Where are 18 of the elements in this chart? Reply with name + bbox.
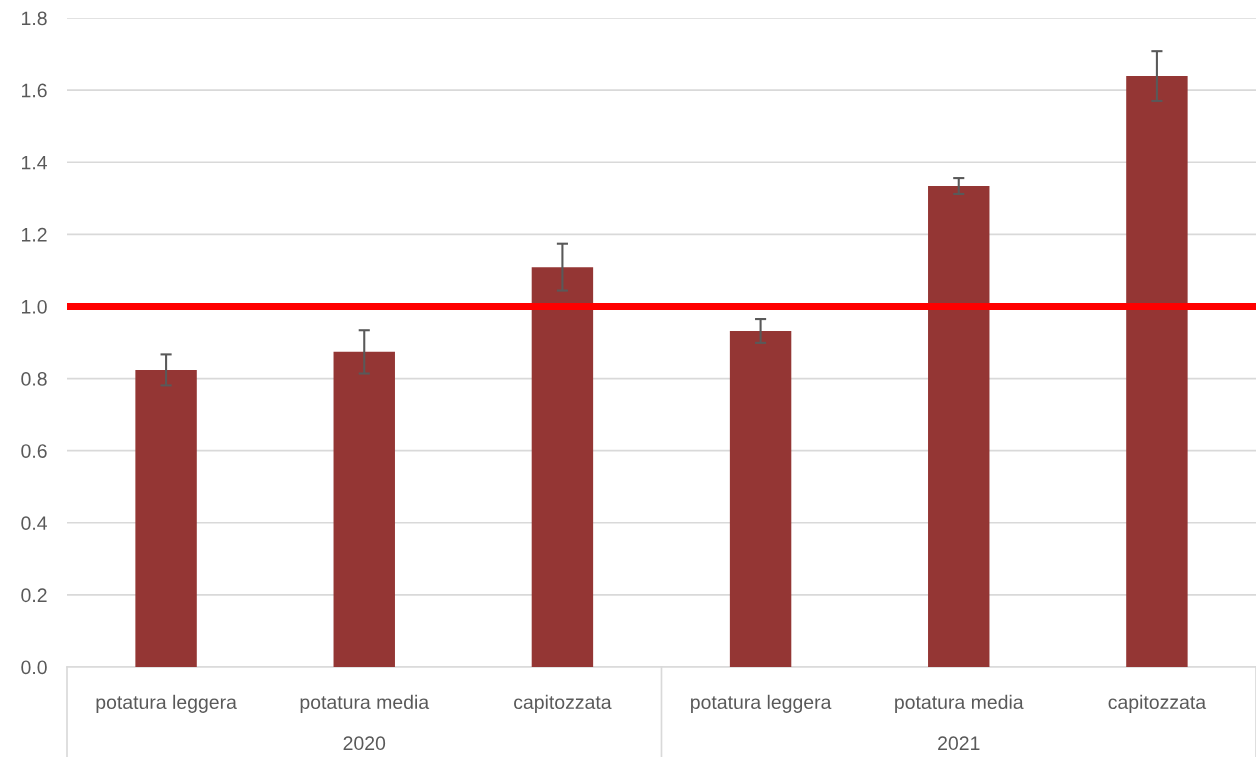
y-tick-label: 1.4	[22, 155, 47, 170]
y-tick-label: 1.8	[22, 11, 47, 26]
y-tick-label: 1.6	[22, 83, 47, 98]
text: 2020	[343, 736, 386, 751]
y-tick-label: 0.8	[21, 372, 47, 386]
x-tick-label: potatura leggera	[691, 694, 832, 713]
y-tick-label: 0.6	[21, 444, 47, 458]
x-tick-label: capitozzata	[514, 694, 612, 713]
x-tick-label: potatura leggera	[96, 694, 237, 713]
x-tick-label: potatura media	[300, 694, 430, 713]
x-tick-label: capitozzata	[1108, 694, 1207, 713]
y-tick-label: 0.4	[21, 516, 47, 531]
y-tick-label: 1.0	[22, 299, 47, 314]
y-tick-label: 1.2	[22, 227, 47, 242]
y-tick-label: 0.0	[21, 660, 47, 675]
text: 2021	[938, 736, 980, 751]
y-tick-label: 0.2	[21, 588, 47, 603]
x-tick-label: potatura media	[895, 694, 1024, 713]
